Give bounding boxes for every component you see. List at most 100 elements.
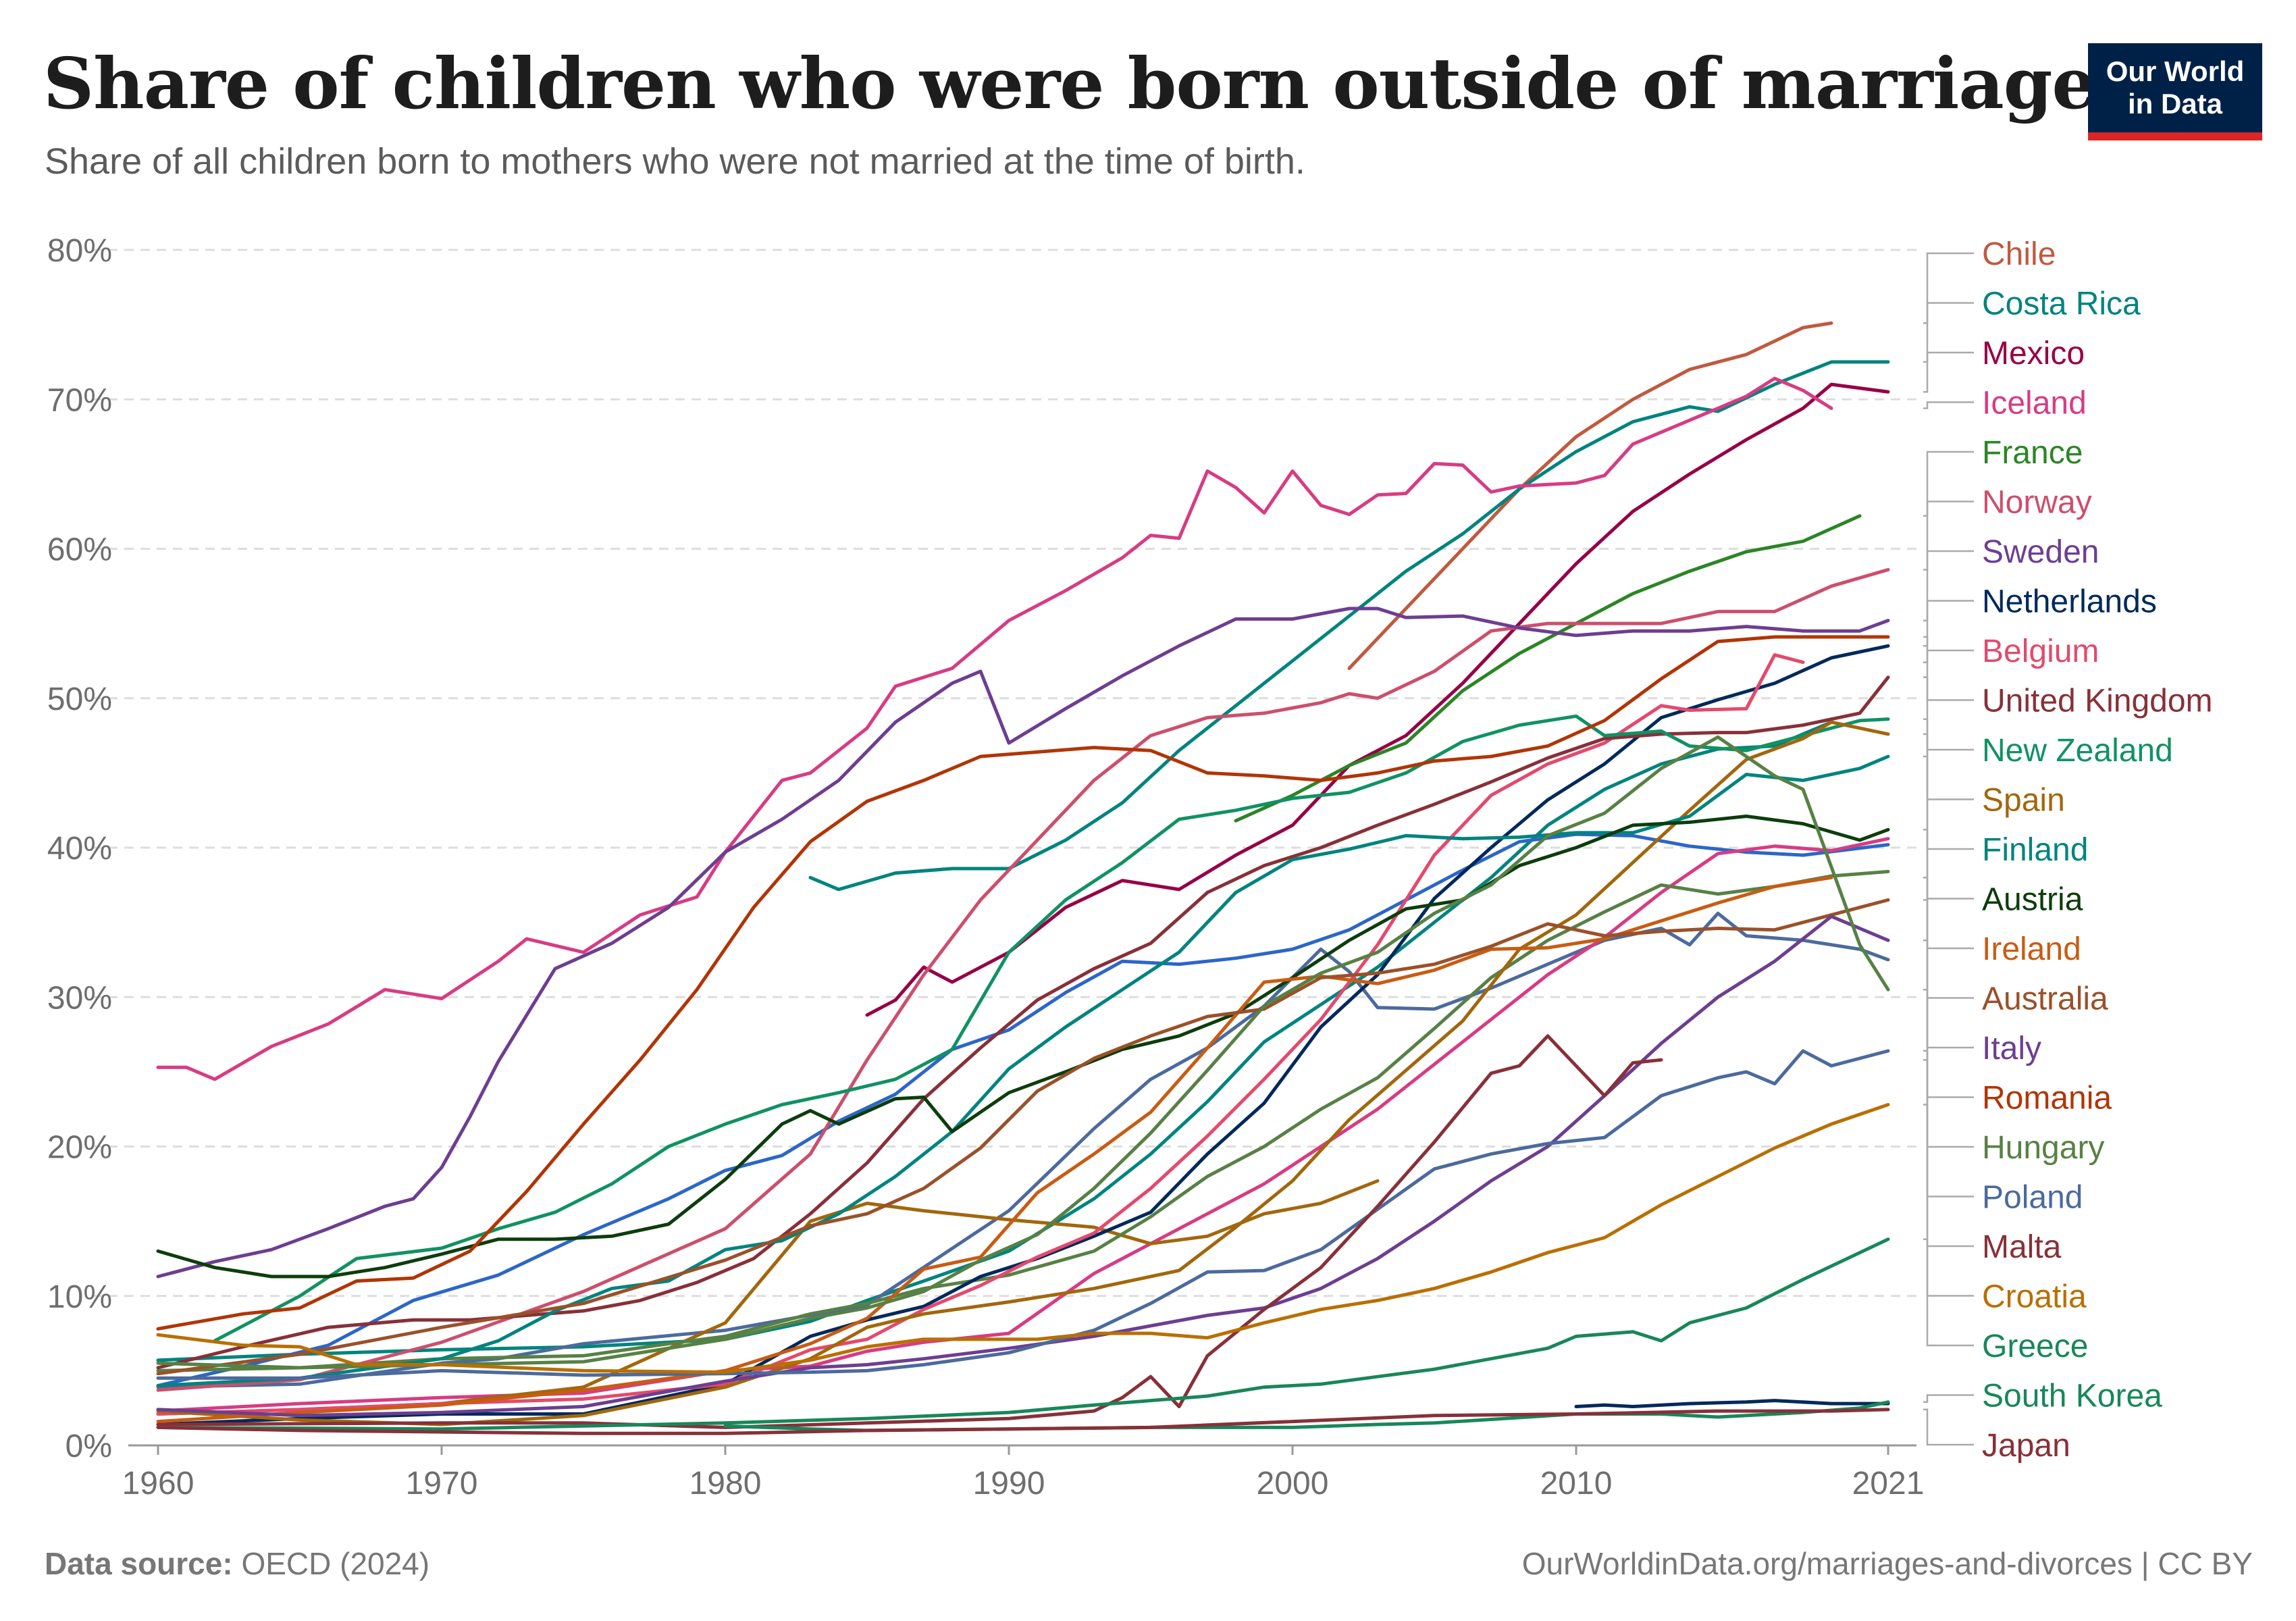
series-line-united-kingdom[interactable] [156,675,1890,1370]
legend-label-ireland[interactable]: Ireland [1982,931,2081,967]
label-connector [1923,649,1974,663]
label-connector [1923,755,1974,850]
legend-label-italy[interactable]: Italy [1982,1031,2041,1066]
series-line-finland[interactable] [156,754,1890,1387]
label-connector [1923,401,1974,409]
series-lines [156,321,1890,1435]
series-line-poland[interactable] [156,1049,1890,1380]
y-tick-label: 10% [47,1279,112,1315]
label-connector [1923,451,1974,517]
legend-label-belgium[interactable]: Belgium [1982,634,2099,669]
series-line[interactable] [1574,1399,1890,1408]
series-line-chile[interactable] [1347,321,1833,670]
legend-label-croatia[interactable]: Croatia [1982,1279,2087,1315]
series-line-france[interactable] [1234,514,1862,823]
label-connector [1923,550,1974,621]
source-label: Data source: [45,1546,233,1581]
legend-label-austria[interactable]: Austria [1982,882,2083,918]
legend-label-iceland[interactable]: Iceland [1982,386,2087,421]
logo-accent-bar [2088,132,2262,140]
series-line-romania[interactable] [156,635,1890,1331]
legend-label-france[interactable]: France [1982,435,2083,471]
series-line-sweden[interactable] [156,607,1890,1279]
legend-label-chile[interactable]: Chile [1982,236,2056,272]
footer-source: Data source: OECD (2024) [45,1545,429,1582]
legend-label-norway[interactable]: Norway [1982,485,2092,521]
label-connector [1923,1104,1974,1297]
legend-label-sweden[interactable]: Sweden [1982,534,2099,570]
legend-label-spain[interactable]: Spain [1982,783,2065,819]
x-tick-label: 2010 [1540,1466,1613,1501]
label-connector [1923,877,1974,950]
legend-label-costa-rica[interactable]: Costa Rica [1982,286,2141,322]
y-tick-label: 60% [47,532,112,568]
label-connector [1923,1394,1974,1404]
series-line-japan[interactable] [156,1408,1890,1435]
label-connector [1923,988,1974,1148]
x-tick-label: 2021 [1852,1466,1925,1501]
legend-labels: Chile Costa Rica Mexico Iceland France Norway… [1923,236,2213,1464]
label-connector [1923,1050,1974,1198]
legend-label-romania[interactable]: Romania [1982,1081,2112,1116]
logo-line-1: Our World [2106,55,2245,87]
series-line-greece[interactable] [156,1237,1890,1431]
x-tick-label: 1990 [973,1466,1045,1501]
label-connector [1923,676,1974,701]
x-tick-label: 1970 [406,1466,478,1501]
series-line-new-zealand[interactable] [213,714,1890,1343]
y-tick-label: 0% [66,1429,112,1464]
axes: 0% 10% 20% 30% 40% 50% 60% 70% 80% 1960 1970 1980 19… [47,233,1924,1501]
label-connector [1923,351,1974,393]
series-line-costa-rica[interactable] [808,360,1890,892]
x-tick-label: 1960 [122,1466,194,1501]
chart-title: Share of children who were born outside … [43,42,2097,125]
owid-logo[interactable]: Our World in Data [2088,43,2262,140]
series-line-hungary[interactable] [156,735,1890,1370]
legend-label-hungary[interactable]: Hungary [1982,1130,2104,1166]
series-line[interactable] [156,869,1890,1372]
label-connector [1923,302,1974,363]
series-line[interactable] [156,720,1833,1362]
label-connector [1923,1058,1974,1247]
legend-label-poland[interactable]: Poland [1982,1180,2083,1216]
series-line-iceland[interactable] [156,376,1833,1081]
footer-url[interactable]: OurWorldinData.org/marriages-and-divorce… [1521,1546,2253,1581]
legend-label-malta[interactable]: Malta [1982,1229,2062,1265]
label-connector [1923,636,1974,1098]
y-tick-label: 30% [47,980,112,1016]
x-tick-label: 1980 [689,1466,762,1501]
legend-label-japan[interactable]: Japan [1982,1428,2070,1464]
chart-subtitle: Share of all children born to mothers wh… [45,141,1305,182]
series-line-belgium[interactable] [156,653,1805,1416]
gridlines [92,249,1916,1297]
y-tick-label: 70% [47,382,112,418]
label-connector [1923,252,1974,324]
legend-label-new-zealand[interactable]: New Zealand [1982,733,2173,769]
legend-label-finland[interactable]: Finland [1982,832,2088,868]
label-connector [1923,1238,1974,1347]
y-tick-label: 80% [47,233,112,269]
legend-label-mexico[interactable]: Mexico [1982,336,2085,371]
series-line-australia[interactable] [156,898,1890,1376]
legend-label-south-korea[interactable]: South Korea [1982,1379,2162,1414]
y-tick-label: 20% [47,1130,112,1166]
series-line-croatia[interactable] [156,1103,1890,1374]
x-tick-label: 2000 [1257,1466,1329,1501]
label-connector [1923,829,1974,900]
legend-label-australia[interactable]: Australia [1982,981,2108,1017]
y-tick-label: 40% [47,831,112,867]
series-line[interactable] [156,911,1890,1389]
series-line-netherlands[interactable] [156,644,1890,1426]
label-connector [1923,939,1974,1049]
series-line-italy[interactable] [156,915,1890,1418]
legend-label-united-kingdom[interactable]: United Kingdom [1982,684,2213,719]
label-connector [1923,500,1974,571]
series-line-austria[interactable] [156,815,1890,1279]
series-line-spain[interactable] [156,720,1890,1426]
legend-label-netherlands[interactable]: Netherlands [1982,584,2157,620]
legend-label-greece[interactable]: Greece [1982,1329,2088,1364]
series-line[interactable] [156,837,1890,1413]
label-connector [1923,718,1974,751]
label-connector [1923,600,1974,647]
series-line-norway[interactable] [156,568,1890,1392]
